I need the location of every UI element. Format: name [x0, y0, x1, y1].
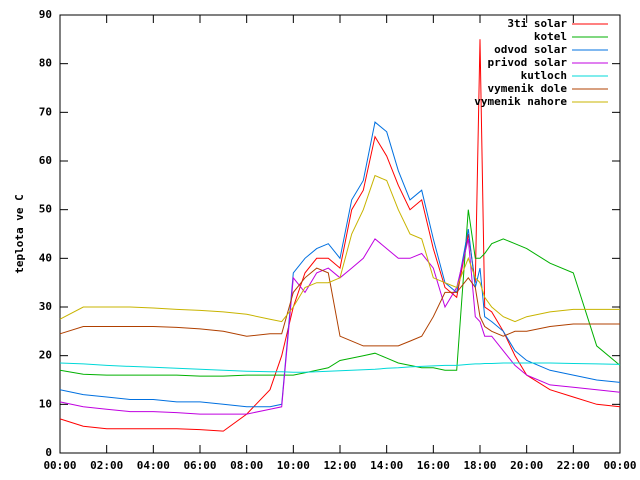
y-tick-label: 20: [39, 349, 52, 362]
legend-label: kotel: [534, 30, 567, 43]
x-tick-label: 08:00: [230, 459, 263, 472]
x-tick-label: 10:00: [277, 459, 310, 472]
y-tick-label: 10: [39, 397, 52, 410]
x-tick-label: 16:00: [417, 459, 450, 472]
x-tick-label: 18:00: [463, 459, 496, 472]
x-tick-label: 20:00: [510, 459, 543, 472]
y-tick-label: 50: [39, 203, 52, 216]
y-tick-label: 30: [39, 300, 52, 313]
series-line: [59, 209, 621, 377]
x-tick-label: 12:00: [323, 459, 356, 472]
x-tick-label: 14:00: [370, 459, 403, 472]
x-tick-label: 04:00: [137, 459, 170, 472]
y-tick-label: 80: [39, 57, 52, 70]
legend-label: odvod solar: [494, 43, 567, 56]
y-tick-label: 40: [39, 251, 52, 264]
y-tick-label: 60: [39, 154, 52, 167]
legend-label: privod solar: [488, 56, 568, 69]
series-line: [59, 174, 620, 323]
y-tick-label: 90: [39, 8, 52, 21]
series-line: [59, 362, 621, 373]
y-tick-label: 0: [45, 446, 52, 459]
legend-label: 3ti solar: [507, 17, 567, 30]
series-line: [59, 39, 621, 432]
x-tick-label: 02:00: [90, 459, 123, 472]
y-axis-label: teplota ve C: [13, 194, 26, 273]
y-tick-label: 70: [39, 105, 52, 118]
series-line: [59, 267, 620, 347]
legend-label: vymenik nahore: [474, 95, 567, 108]
x-tick-label: 00:00: [603, 459, 636, 472]
x-tick-label: 06:00: [183, 459, 216, 472]
legend-label: kutloch: [521, 69, 567, 82]
series-line: [59, 238, 621, 415]
x-tick-label: 00:00: [43, 459, 76, 472]
x-tick-label: 22:00: [557, 459, 590, 472]
legend-label: vymenik dole: [488, 82, 568, 95]
series-line: [59, 121, 621, 408]
